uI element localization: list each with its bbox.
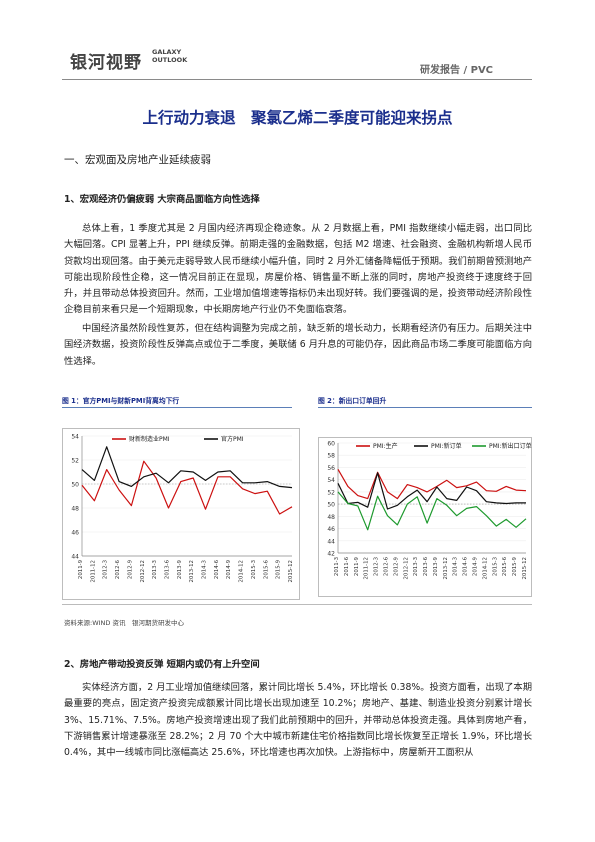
- x-tick-label: 2013-12: [189, 560, 195, 583]
- y-tick-label: 42: [327, 551, 335, 558]
- x-tick-label: 2014-3: [202, 560, 208, 579]
- series-line: [337, 468, 527, 500]
- x-tick-label: 2013-6: [164, 559, 170, 579]
- x-tick-label: 2015-6: [502, 556, 508, 576]
- y-tick-label: 44: [71, 554, 79, 561]
- figure-1-caption: 图 1：官方PMI与财新PMI背离均下行: [62, 397, 180, 405]
- x-tick-label: 2015-3: [251, 560, 257, 579]
- x-tick-label: 2014-12: [482, 557, 488, 580]
- y-tick-label: 54: [71, 434, 79, 441]
- x-tick-label: 2012-9: [393, 556, 399, 576]
- x-tick-label: 2014-9: [226, 559, 232, 579]
- header-divider: [62, 79, 532, 80]
- pmi-chart: 44 46 48 50 52 54 2011-9 2011-12 2012-3 2012-6 201…: [62, 428, 300, 600]
- y-tick-label: 46: [71, 530, 79, 537]
- x-tick-label: 2011-3: [334, 557, 340, 576]
- x-tick-label: 2013-12: [443, 557, 449, 580]
- paragraph-2: 中国经济虽然阶段性复苏，但在结构调整为完成之前，缺乏新的增长动力，长期看经济仍有…: [64, 323, 532, 367]
- y-tick-label: 52: [327, 489, 335, 496]
- y-tick-label: 48: [327, 514, 335, 521]
- page-title: 上行动力衰退 聚氯乙烯二季度可能迎来拐点: [142, 109, 453, 127]
- subsection-heading-2: 2、房地产带动投资反弹 短期内或仍有上升空间: [64, 659, 260, 670]
- series-line: [337, 491, 527, 531]
- series-line: [81, 446, 293, 489]
- x-tick-label: 2012-12: [403, 557, 409, 580]
- logo-en-line1: GALAXY: [152, 48, 182, 56]
- x-tick-label: 2014-3: [453, 557, 459, 576]
- x-tick-label: 2013-3: [413, 557, 419, 576]
- x-tick-label: 2012-12: [140, 560, 146, 583]
- y-tick-label: 60: [327, 441, 335, 448]
- section-heading: 一、宏观面及房地产业延续疲弱: [64, 154, 211, 166]
- y-tick-label: 50: [327, 502, 335, 509]
- x-tick-label: 2011-12: [364, 557, 370, 580]
- x-tick-label: 2011-9: [78, 559, 84, 579]
- paragraph-3: 实体经济方面，2 月工业增加值继续回落，累计同比增长 5.4%，环比增长 0.3…: [64, 682, 532, 759]
- x-tick-label: 2015-12: [288, 560, 294, 583]
- x-tick-label: 2012-3: [374, 557, 380, 576]
- x-tick-label: 2015-12: [522, 557, 528, 580]
- legend-label: 财新制造业PMI: [129, 435, 170, 443]
- logo-text: 银河视野: [70, 53, 142, 73]
- figure-2-rule: [318, 407, 532, 408]
- x-tick-label: 2014-6: [214, 559, 220, 579]
- y-tick-label: 52: [71, 458, 79, 465]
- y-tick-label: 56: [327, 465, 335, 472]
- y-tick-label: 58: [327, 453, 335, 460]
- x-tick-label: 2014-12: [239, 560, 245, 583]
- y-tick-label: 54: [327, 477, 335, 484]
- export-orders-chart: 42 44 46 48 50 52 54 56 58 60 2011-3 2011-6 2011-9 20…: [318, 437, 532, 597]
- x-tick-label: 2015-9: [512, 556, 518, 576]
- x-tick-label: 2011-9: [354, 556, 360, 576]
- figure-source: 资料来源:WIND 资讯 银河期货研发中心: [64, 619, 184, 627]
- y-tick-label: 44: [327, 538, 335, 545]
- y-tick-label: 50: [71, 482, 79, 489]
- figure-bottom-rule: [62, 604, 532, 605]
- legend-label: PMI:生产: [373, 442, 398, 450]
- x-tick-label: 2015-6: [263, 559, 269, 579]
- x-tick-label: 2012-6: [383, 556, 389, 576]
- legend-label: 官方PMI: [221, 435, 244, 443]
- x-tick-label: 2015-3: [492, 557, 498, 576]
- x-tick-label: 2011-12: [90, 560, 96, 583]
- figure-2-caption: 图 2：新出口订单回升: [318, 397, 387, 405]
- x-tick-label: 2013-6: [423, 556, 429, 576]
- x-tick-label: 2013-9: [433, 556, 439, 576]
- report-type: 研发报告 / PVC: [420, 65, 494, 76]
- x-tick-label: 2011-6: [344, 556, 350, 576]
- paragraph-1: 总体上看，1 季度尤其是 2 月国内经济再现企稳迹象。从 2 月数据上看，PMI…: [64, 223, 532, 316]
- legend-label: PMI:新订单: [431, 442, 462, 450]
- series-line: [81, 460, 293, 515]
- figure-1-rule: [62, 407, 292, 408]
- logo-subtext: GALAXY OUTLOOK: [152, 48, 187, 64]
- y-tick-label: 46: [327, 526, 335, 533]
- x-tick-label: 2013-9: [177, 559, 183, 579]
- y-tick-label: 48: [71, 506, 79, 513]
- x-tick-label: 2012-9: [127, 559, 133, 579]
- x-tick-label: 2015-9: [276, 559, 282, 579]
- x-tick-label: 2013-3: [152, 560, 158, 579]
- series-line: [337, 472, 526, 510]
- x-tick-label: 2014-9: [473, 556, 479, 576]
- chart-frame: [62, 428, 300, 600]
- logo-en-line2: OUTLOOK: [152, 56, 188, 64]
- x-tick-label: 2014-6: [463, 556, 469, 576]
- x-tick-label: 2012-6: [115, 559, 121, 579]
- legend-label: PMI:新出口订单: [489, 442, 532, 450]
- x-tick-label: 2012-3: [103, 560, 109, 579]
- subsection-heading-1: 1、宏观经济仍偏疲弱 大宗商品面临方向性选择: [64, 194, 260, 205]
